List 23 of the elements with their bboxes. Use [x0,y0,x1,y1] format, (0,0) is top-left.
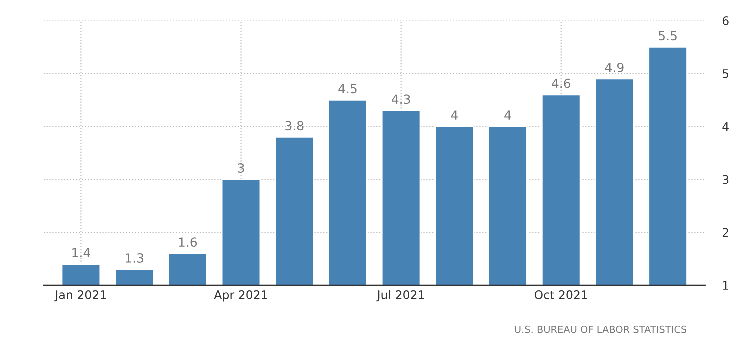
x-tick-label: Jan 2021 [54,290,106,302]
x-tick-label: Jul 2021 [376,290,424,302]
data-label: 4 [504,110,512,120]
y-tick-label: 2 [722,228,728,237]
data-label: 3 [238,164,244,173]
data-label: 4.3 [392,94,410,104]
data-label: 4 [451,110,458,120]
data-label: 4.9 [605,62,624,72]
data-label: 3.8 [286,121,304,131]
data-label: 1.6 [179,238,198,248]
x-tick-label: Oct 2021 [534,290,588,300]
y-tick-label: 3 [722,175,729,184]
y-tick-label: 5 [722,70,729,78]
data-label: 4.6 [552,78,571,88]
y-tick-label: 1 [723,281,729,290]
data-label: 1.3 [126,254,144,263]
data-label: 4.5 [338,84,357,94]
y-tick-label: 4 [722,122,729,132]
data-label: 5.5 [659,31,677,41]
text: U.S. BUREAU OF LABOR STATISTICS [515,326,687,334]
x-tick-label: Apr 2021 [214,290,268,302]
y-tick-label: 6 [722,16,729,26]
data-label: 1.4 [72,248,90,258]
